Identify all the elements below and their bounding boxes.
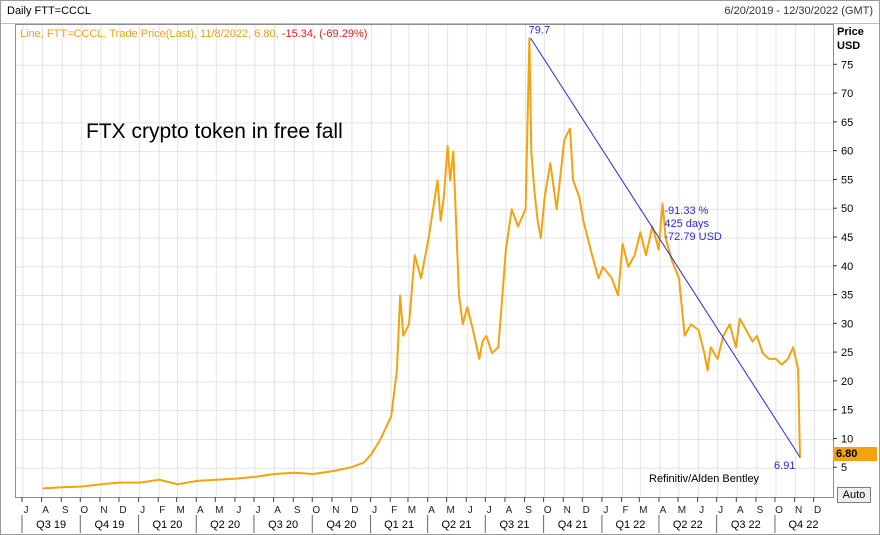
x-quarter-label: Q4 22 <box>788 519 818 531</box>
x-month-label: J <box>255 505 260 516</box>
x-month-label: S <box>294 505 301 516</box>
x-month-label: A <box>660 505 667 516</box>
x-month-label: N <box>100 505 107 516</box>
y-axis-title-line2: USD <box>837 40 861 52</box>
x-quarter-label: Q3 20 <box>268 519 298 531</box>
price-line <box>42 37 801 490</box>
x-month-label: M <box>639 505 647 516</box>
x-month-label: J <box>487 505 492 516</box>
y-tick-label: 45 <box>841 232 853 244</box>
last-price-badge: 6.80 <box>833 447 877 461</box>
trendline-stat: -72.79 USD <box>664 231 722 243</box>
x-quarter-label: Q1 22 <box>615 519 645 531</box>
x-quarter-label: Q3 22 <box>731 519 761 531</box>
x-month-label: D <box>814 505 821 516</box>
x-month-label: F <box>623 505 629 516</box>
trendline-start-label: 79.7 <box>529 25 550 36</box>
x-month-label: N <box>795 505 802 516</box>
x-month-label: J <box>372 505 377 516</box>
chart-header: Daily FTT=CCCL 6/20/2019 - 12/30/2022 (G… <box>1 1 879 24</box>
y-tick-label: 20 <box>841 376 853 388</box>
y-tick-label: 60 <box>841 146 853 158</box>
x-month-label: F <box>159 505 165 516</box>
x-quarter-label: Q2 20 <box>210 519 240 531</box>
x-month-label: O <box>80 505 88 516</box>
x-quarter-label: Q1 20 <box>152 519 182 531</box>
y-tick-label: 10 <box>841 433 853 445</box>
date-range: 6/20/2019 - 12/30/2022 (GMT) <box>724 5 873 17</box>
x-quarter-label: Q4 21 <box>558 519 588 531</box>
x-month-label: S <box>62 505 69 516</box>
y-tick-label: 25 <box>841 347 853 359</box>
x-month-label: N <box>332 505 339 516</box>
x-month-label: O <box>775 505 783 516</box>
y-tick-label: 55 <box>841 174 853 186</box>
x-quarter-label: Q1 21 <box>384 519 414 531</box>
x-month-label: J <box>468 505 473 516</box>
y-tick-label: 70 <box>841 88 853 100</box>
x-month-label: J <box>603 505 608 516</box>
instrument-title: Daily FTT=CCCL <box>7 5 92 17</box>
x-quarter-label: Q3 19 <box>36 519 66 531</box>
x-month-label: M <box>408 505 416 516</box>
y-tick-label: 40 <box>841 261 853 273</box>
x-month-label: O <box>544 505 552 516</box>
y-tick-label: 65 <box>841 117 853 129</box>
trendline-stat: -91.33 % <box>664 205 708 217</box>
x-month-label: A <box>42 505 49 516</box>
y-axis: 5 10 15 20 25 30 35 40 45 50 55 60 65 70 75 <box>833 59 853 474</box>
y-tick-label: 35 <box>841 290 853 302</box>
trendline-end-label: 6.91 <box>774 460 795 472</box>
trendline <box>530 37 801 458</box>
price-chart: 79.7 6.91 -91.33 %425 days-72.79 USD <box>16 24 833 497</box>
x-month-label: J <box>23 505 28 516</box>
x-month-label: M <box>446 505 454 516</box>
x-month-label: J <box>699 505 704 516</box>
x-quarter-label: Q3 21 <box>499 519 529 531</box>
y-tick-label: 75 <box>841 59 853 71</box>
chart-credit: Refinitiv/Alden Bentley <box>649 473 760 485</box>
x-month-label: M <box>215 505 223 516</box>
x-month-label: J <box>140 505 145 516</box>
y-tick-label: 30 <box>841 318 853 330</box>
y-axis-title-line1: Price <box>837 26 864 38</box>
auto-scale-button[interactable]: Auto <box>837 487 871 503</box>
legend-change: -15.34, (-69.29%) <box>281 28 368 40</box>
x-month-label: A <box>506 505 513 516</box>
x-month-label: F <box>391 505 397 516</box>
y-axis-title: Price USD <box>837 25 864 53</box>
x-quarter-label: Q2 21 <box>441 519 471 531</box>
x-month-label: S <box>525 505 532 516</box>
x-quarter-label: Q4 19 <box>94 519 124 531</box>
x-month-label: D <box>119 505 126 516</box>
x-month-label: O <box>312 505 320 516</box>
chart-annotation-title: FTX crypto token in free fall <box>86 120 343 143</box>
x-month-label: A <box>737 505 744 516</box>
x-month-label: M <box>176 505 184 516</box>
x-quarter-label: Q4 20 <box>326 519 356 531</box>
x-month-label: D <box>351 505 358 516</box>
series-legend: Line, FTT=CCCL, Trade Price(Last), 11/8/… <box>20 28 367 40</box>
y-tick-label: 5 <box>841 462 847 474</box>
x-month-label: J <box>236 505 241 516</box>
y-tick-label: 15 <box>841 405 853 417</box>
plot-area[interactable]: 79.7 6.91 -91.33 % 425 days -72.79 USD <box>15 24 834 498</box>
trendline-stat: 425 days <box>664 218 709 230</box>
x-month-label: A <box>428 505 435 516</box>
x-month-label: S <box>757 505 764 516</box>
x-quarter-label: Q2 22 <box>673 519 703 531</box>
x-month-label: A <box>274 505 281 516</box>
x-month-label: J <box>718 505 723 516</box>
x-month-label: N <box>564 505 571 516</box>
x-month-label: A <box>197 505 204 516</box>
legend-series-info: Line, FTT=CCCL, Trade Price(Last), 11/8/… <box>20 28 279 40</box>
y-tick-label: 50 <box>841 203 853 215</box>
x-month-label: M <box>678 505 686 516</box>
x-month-label: D <box>583 505 590 516</box>
